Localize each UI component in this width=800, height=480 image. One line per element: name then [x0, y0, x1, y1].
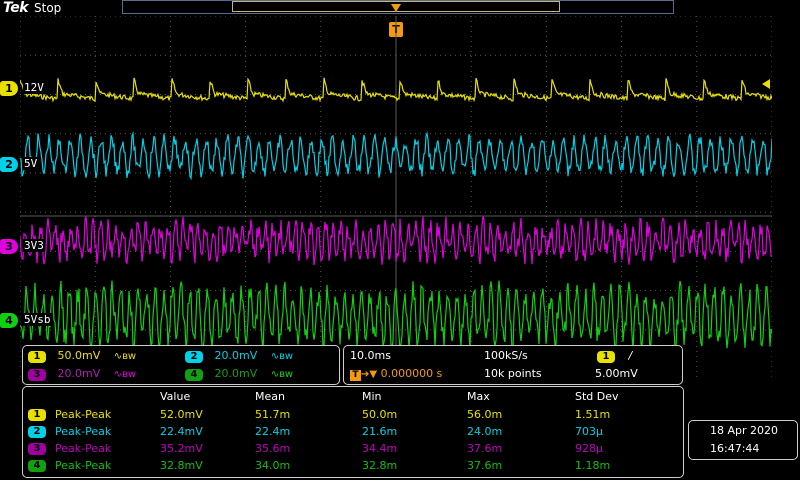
ch3-label: 3V3: [23, 239, 45, 252]
measurement-std-dev: 1.51m: [575, 408, 611, 421]
ch1-badge: 1: [28, 351, 46, 363]
trigger-level-icon[interactable]: [762, 79, 770, 89]
record-length: 10k points: [484, 367, 542, 380]
ch2-ground-marker[interactable]: 2: [0, 157, 18, 172]
ch4-label: 5Vsb: [23, 313, 52, 326]
measurement-max: 37.6m: [467, 459, 503, 472]
trigger-level[interactable]: 5.00mV: [595, 367, 638, 380]
measurement-type: Peak-Peak: [55, 408, 112, 421]
trigger-source-row[interactable]: 1 /: [597, 349, 632, 363]
measurement-mean: 34.0m: [255, 459, 291, 472]
measurement-header: Max: [467, 390, 490, 403]
brand-logo: Tek: [3, 0, 29, 16]
measurement-max: 37.6m: [467, 442, 503, 455]
measurement-channel-badge[interactable]: 3: [28, 443, 46, 455]
ch4-scale: 20.0mV: [214, 367, 258, 380]
ch1-scale: 50.0mV: [57, 349, 101, 362]
measurement-mean: 22.4m: [255, 425, 291, 438]
horizontal-position-row[interactable]: T ➔▼ 0.000000 s: [350, 367, 442, 381]
timebase-trigger-panel[interactable]: [343, 345, 683, 385]
trigger-slope-icon: /: [628, 349, 633, 362]
ch2-badge: 2: [185, 351, 203, 363]
ch2-label: 5V: [23, 157, 39, 170]
bandwidth-limit-icon: ∿ʙw: [270, 351, 294, 362]
ch1-waveform: [20, 77, 772, 103]
ch3-scale: 20.0mV: [57, 367, 101, 380]
ch3-ground-marker[interactable]: 3: [0, 239, 18, 254]
horizontal-position: 0.000000 s: [380, 367, 443, 380]
measurement-std-dev: 1.18m: [575, 459, 611, 472]
measurement-type: Peak-Peak: [55, 442, 112, 455]
datetime-panel: [688, 420, 798, 460]
waveform-graticule[interactable]: [20, 16, 772, 381]
sample-rate: 100kS/s: [484, 349, 528, 362]
date-display: 18 Apr 2020: [710, 424, 779, 437]
channel-scale-panel[interactable]: [22, 345, 340, 385]
measurement-std-dev: 928µ: [575, 442, 603, 455]
measurement-value: 22.4mV: [160, 425, 203, 438]
trigger-position-icon: T: [350, 370, 361, 381]
measurement-value: 52.0mV: [160, 408, 203, 421]
measurement-channel-badge[interactable]: 1: [28, 409, 46, 421]
ch4-scale-row[interactable]: 4 20.0mV ∿ʙw: [185, 367, 293, 381]
ch3-badge: 3: [28, 369, 46, 381]
measurement-type: Peak-Peak: [55, 425, 112, 438]
ch2-scale-row[interactable]: 2 20.0mV ∿ʙw: [185, 349, 293, 363]
ch4-badge: 4: [185, 369, 203, 381]
ch4-ground-marker[interactable]: 4: [0, 313, 18, 328]
ch3-scale-row[interactable]: 3 20.0mV ∿ʙw: [28, 367, 136, 381]
ch2-scale: 20.0mV: [214, 349, 258, 362]
measurement-channel-badge[interactable]: 2: [28, 426, 46, 438]
measurement-mean: 35.6m: [255, 442, 291, 455]
measurement-header: Value: [160, 390, 191, 403]
time-display: 16:47:44: [710, 442, 760, 455]
trigger-source-badge: 1: [597, 351, 615, 363]
ch1-scale-row[interactable]: 1 50.0mV ∿ʙw: [28, 349, 136, 363]
ch4-waveform: [20, 280, 772, 353]
measurement-mean: 51.7m: [255, 408, 291, 421]
ch1-ground-marker[interactable]: 1: [0, 81, 18, 96]
measurement-min: 50.0m: [362, 408, 398, 421]
measurement-max: 56.0m: [467, 408, 503, 421]
measurement-min: 32.8m: [362, 459, 398, 472]
ch2-waveform: [20, 131, 772, 181]
horizontal-scale[interactable]: 10.0ms: [350, 349, 391, 362]
bandwidth-limit-icon: ∿ʙw: [113, 369, 137, 380]
measurement-std-dev: 703µ: [575, 425, 603, 438]
acquisition-state[interactable]: Stop: [34, 1, 62, 15]
ch3-waveform: [20, 215, 772, 266]
measurement-header: Mean: [255, 390, 285, 403]
bandwidth-limit-icon: ∿ʙw: [270, 369, 294, 380]
record-length-bar[interactable]: [122, 0, 674, 14]
trigger-arrow-icon: [391, 4, 401, 12]
ch1-label: 12V: [23, 81, 45, 94]
measurement-min: 21.6m: [362, 425, 398, 438]
measurement-value: 35.2mV: [160, 442, 203, 455]
measurement-value: 32.8mV: [160, 459, 203, 472]
measurement-panel[interactable]: [22, 386, 684, 478]
measurement-min: 34.4m: [362, 442, 398, 455]
measurement-max: 24.0m: [467, 425, 503, 438]
bandwidth-limit-icon: ∿ʙw: [113, 351, 137, 362]
measurement-header: Min: [362, 390, 382, 403]
measurement-header: Std Dev: [575, 390, 619, 403]
measurement-type: Peak-Peak: [55, 459, 112, 472]
measurement-channel-badge[interactable]: 4: [28, 460, 46, 472]
